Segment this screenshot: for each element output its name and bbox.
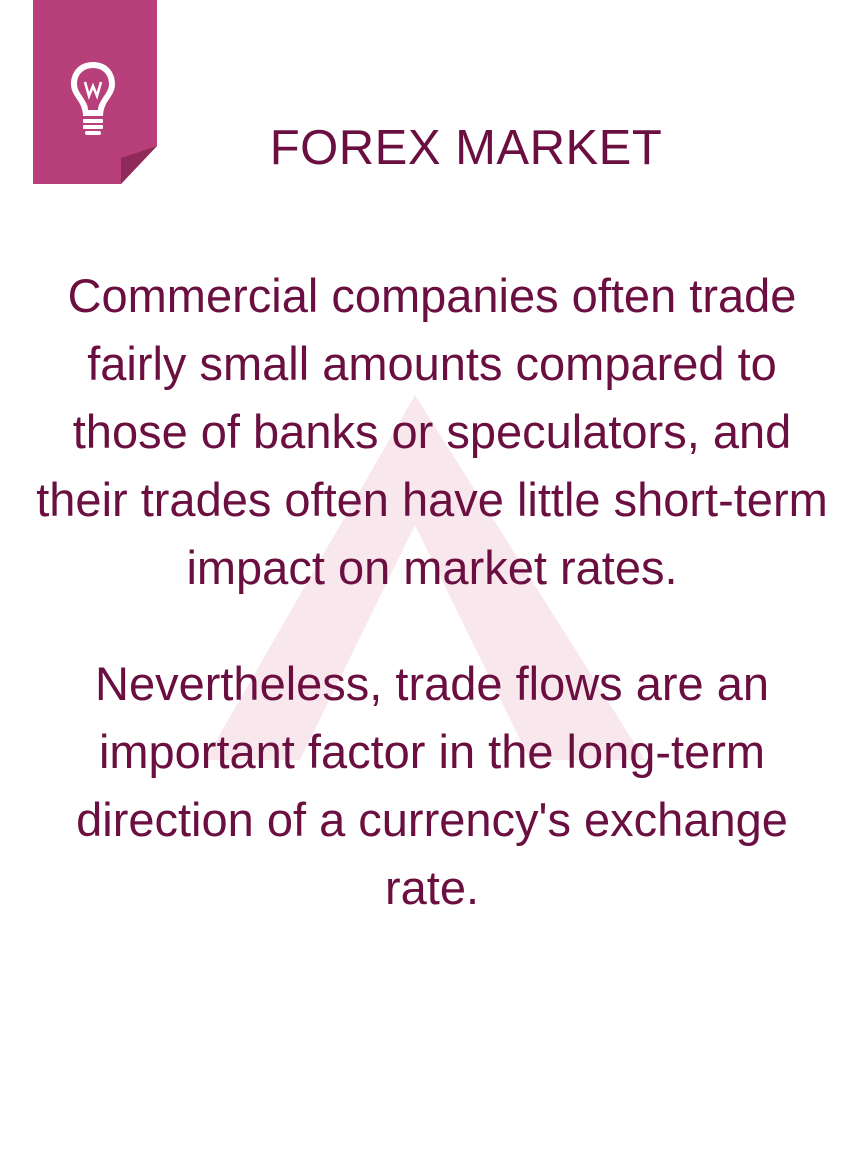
paragraph-2: Nevertheless, trade flows are an importa… bbox=[76, 657, 788, 914]
paragraph-1: Commercial companies often trade fairly … bbox=[36, 269, 828, 594]
page-title: FOREX MARKET bbox=[269, 121, 663, 175]
lightbulb-icon bbox=[71, 62, 115, 135]
lightbulb-badge bbox=[33, 0, 157, 184]
background-logo-watermark bbox=[205, 395, 645, 760]
body-text: Commercial companies often trade fairly … bbox=[24, 262, 840, 922]
